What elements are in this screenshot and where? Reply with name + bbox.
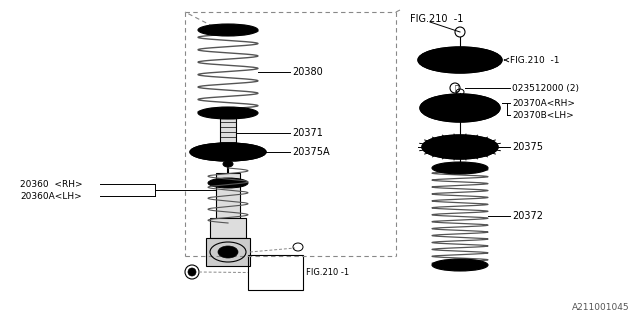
Text: 20370A<RH>: 20370A<RH> bbox=[512, 99, 575, 108]
Ellipse shape bbox=[223, 161, 233, 167]
Text: 20371: 20371 bbox=[292, 128, 323, 138]
Text: FIG.210  -1: FIG.210 -1 bbox=[410, 14, 463, 24]
Ellipse shape bbox=[422, 135, 498, 159]
Text: 20372: 20372 bbox=[512, 211, 543, 221]
Ellipse shape bbox=[452, 103, 468, 113]
Bar bbox=[220, 118, 236, 148]
Text: 20370B<LH>: 20370B<LH> bbox=[512, 110, 573, 119]
FancyBboxPatch shape bbox=[206, 238, 250, 266]
Text: FIG.210  -1: FIG.210 -1 bbox=[504, 55, 559, 65]
Ellipse shape bbox=[218, 246, 238, 258]
Ellipse shape bbox=[208, 178, 248, 188]
Ellipse shape bbox=[420, 94, 500, 122]
Text: 20360  <RH>: 20360 <RH> bbox=[20, 180, 83, 188]
Bar bbox=[210, 218, 246, 238]
Ellipse shape bbox=[432, 259, 488, 271]
Ellipse shape bbox=[435, 52, 485, 68]
Text: 20375: 20375 bbox=[512, 142, 543, 152]
Ellipse shape bbox=[418, 47, 502, 73]
Text: FIG.210 -1: FIG.210 -1 bbox=[306, 268, 349, 277]
Ellipse shape bbox=[432, 162, 488, 174]
Text: 20360A<LH>: 20360A<LH> bbox=[20, 191, 82, 201]
Text: 023512000 (2): 023512000 (2) bbox=[512, 84, 579, 92]
Bar bbox=[216, 173, 240, 218]
Ellipse shape bbox=[198, 24, 258, 36]
Bar bbox=[248, 255, 303, 290]
Text: 20380: 20380 bbox=[292, 67, 323, 77]
Text: Ⓝ: Ⓝ bbox=[455, 85, 459, 91]
Ellipse shape bbox=[188, 268, 196, 276]
Ellipse shape bbox=[190, 143, 266, 161]
Text: A211001045: A211001045 bbox=[572, 303, 630, 312]
Ellipse shape bbox=[198, 107, 258, 119]
Ellipse shape bbox=[452, 143, 468, 151]
Text: 20375A: 20375A bbox=[292, 147, 330, 157]
